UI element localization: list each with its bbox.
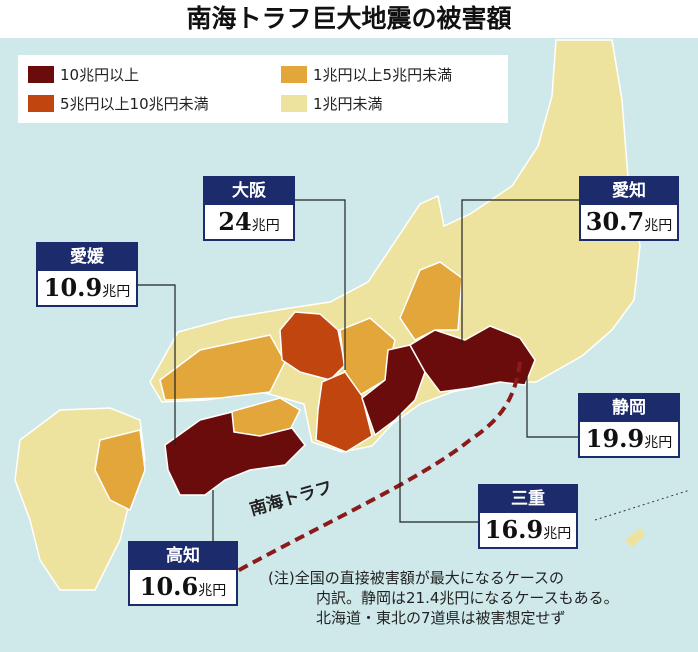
legend-item: 10兆円以上 <box>28 64 139 85</box>
legend-swatch <box>28 95 54 112</box>
callout-kochi: 高知 10.6兆円 <box>128 541 238 606</box>
footnote-line: 北海道・東北の7道県は被害想定せず <box>316 609 566 627</box>
callout-value: 19.9 <box>585 424 645 453</box>
legend-label: 5兆円以上10兆円未満 <box>60 95 209 113</box>
callout-pref: 静岡 <box>580 395 678 422</box>
callout-unit: 兆円 <box>644 435 673 451</box>
callout-value: 10.6 <box>139 572 199 601</box>
legend: 10兆円以上 5兆円以上10兆円未満 1兆円以上5兆円未満 1兆円未満 <box>18 55 508 123</box>
nankai-trough-line <box>229 361 522 577</box>
callout-pref: 愛媛 <box>38 244 136 271</box>
callout-osaka: 大阪 24兆円 <box>203 176 295 241</box>
footnote: (注)全国の直接被害額が最大になるケースの 内訳。静岡は21.4兆円になるケース… <box>268 568 619 628</box>
tokai-region <box>408 325 536 393</box>
page-title: 南海トラフ巨大地震の被害額 <box>186 4 512 33</box>
callout-pref: 高知 <box>130 543 236 570</box>
legend-label: 1兆円以上5兆円未満 <box>313 66 453 84</box>
chugoku-amber-region <box>159 334 286 401</box>
legend-swatch <box>28 66 54 83</box>
callout-ehime: 愛媛 10.9兆円 <box>36 242 138 307</box>
legend-label: 10兆円以上 <box>60 66 140 84</box>
callout-mie: 三重 16.9兆円 <box>478 484 578 549</box>
callout-value: 16.9 <box>484 515 544 544</box>
callout-value: 24 <box>218 207 252 236</box>
callout-unit: 兆円 <box>543 526 572 542</box>
footnote-line: 内訳。静岡は21.4兆円になるケースもある。 <box>316 589 619 607</box>
callout-pref: 愛知 <box>581 178 677 205</box>
legend-item: 1兆円未満 <box>281 93 383 114</box>
callout-unit: 兆円 <box>251 218 280 234</box>
okinawa-region <box>625 528 645 548</box>
callout-unit: 兆円 <box>198 583 227 599</box>
chubu-amber-region <box>399 261 463 341</box>
footnote-line: (注)全国の直接被害額が最大になるケースの <box>268 569 564 587</box>
callout-pref: 三重 <box>480 486 576 513</box>
legend-item: 5兆円以上10兆円未満 <box>28 93 209 114</box>
callout-pref: 大阪 <box>205 178 293 205</box>
shikoku-dark-region <box>164 411 306 496</box>
legend-item: 1兆円以上5兆円未満 <box>281 64 452 85</box>
callout-shizuoka: 静岡 19.9兆円 <box>578 393 680 458</box>
callout-aichi: 愛知 30.7兆円 <box>579 176 679 241</box>
callout-unit: 兆円 <box>644 218 673 234</box>
legend-swatch <box>281 66 307 83</box>
kyushu-amber-region <box>94 429 146 512</box>
okinawa-inset-divider <box>594 489 691 521</box>
legend-label: 1兆円未満 <box>313 95 383 113</box>
callout-value: 10.9 <box>43 273 103 302</box>
legend-swatch <box>281 95 307 112</box>
callout-value: 30.7 <box>585 207 645 236</box>
wakayama-region <box>315 371 373 453</box>
leader-lines <box>136 199 580 542</box>
callout-unit: 兆円 <box>102 284 131 300</box>
